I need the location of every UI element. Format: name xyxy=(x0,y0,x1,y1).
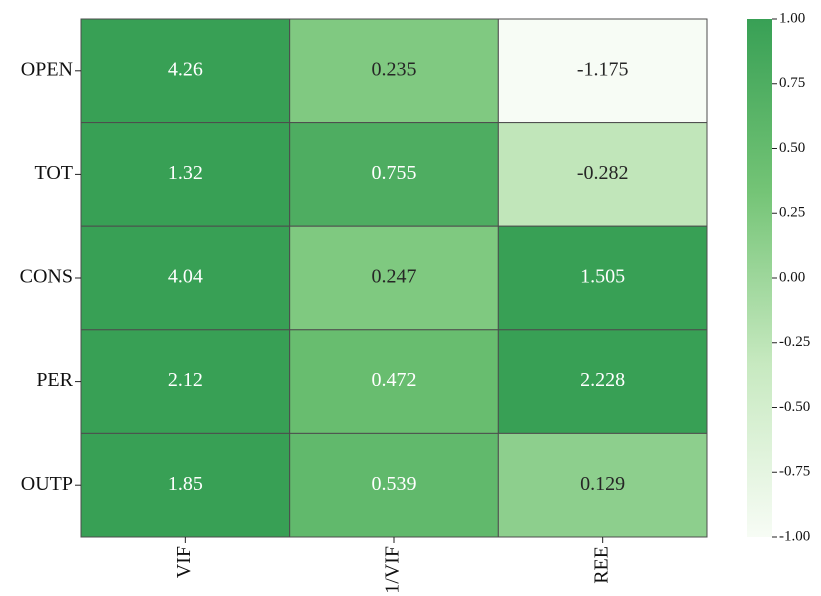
cell-label: 0.755 xyxy=(372,162,417,184)
cell-label: 0.472 xyxy=(372,369,417,391)
y-tick-label: OUTP xyxy=(21,473,73,495)
heatmap-cell xyxy=(497,18,708,124)
cell-label: 0.539 xyxy=(372,473,417,495)
heatmap-cell xyxy=(80,18,291,124)
cell-label: -1.175 xyxy=(577,58,629,80)
cell-label: -0.282 xyxy=(577,162,629,184)
colorbar-tick-label: 0.75 xyxy=(779,75,805,91)
y-tick-label: TOT xyxy=(34,162,73,184)
cell-label: 0.235 xyxy=(372,58,417,80)
y-tick-label: CONS xyxy=(20,266,73,288)
cell-label: 2.228 xyxy=(580,369,625,391)
colorbar-tick-label: 0.25 xyxy=(779,205,805,221)
colorbar-tick-label: 0.00 xyxy=(779,269,805,285)
colorbar-tick-label: 1.00 xyxy=(779,10,805,26)
heatmap-cell xyxy=(497,432,708,538)
colorbar-tick-label: 0.50 xyxy=(779,140,805,156)
colorbar-tick-label: -0.75 xyxy=(779,464,810,480)
x-tick-label: 1/VIF xyxy=(382,546,404,594)
cell-label: 4.26 xyxy=(168,58,203,80)
cell-label: 1.505 xyxy=(580,266,625,288)
heatmap-cell xyxy=(289,432,499,538)
heatmap-cell xyxy=(289,225,499,331)
cell-label: 2.12 xyxy=(168,369,203,391)
x-tick-label: REE xyxy=(590,546,612,584)
heatmap-cell xyxy=(497,122,708,227)
y-tick-label: OPEN xyxy=(21,58,73,80)
cell-label: 1.85 xyxy=(168,473,203,495)
colorbar xyxy=(747,19,772,537)
heatmap-cell xyxy=(497,329,708,434)
cell-label: 0.129 xyxy=(580,473,625,495)
cell-label: 4.04 xyxy=(168,266,203,288)
x-tick-label: VIF xyxy=(173,546,195,578)
heatmap-cell xyxy=(80,432,291,538)
colorbar-tick-label: -0.25 xyxy=(779,334,810,350)
colorbar-tick-label: -0.50 xyxy=(779,399,810,415)
cell-label: 1.32 xyxy=(168,162,203,184)
colorbar-tick-label: -1.00 xyxy=(779,528,810,544)
cell-label: 0.247 xyxy=(372,266,417,288)
y-tick-label: PER xyxy=(36,369,73,391)
heatmap-cell xyxy=(80,122,291,227)
heatmap-cell xyxy=(289,18,499,124)
heatmap-cell xyxy=(80,329,291,434)
heatmap-cell xyxy=(289,122,499,227)
